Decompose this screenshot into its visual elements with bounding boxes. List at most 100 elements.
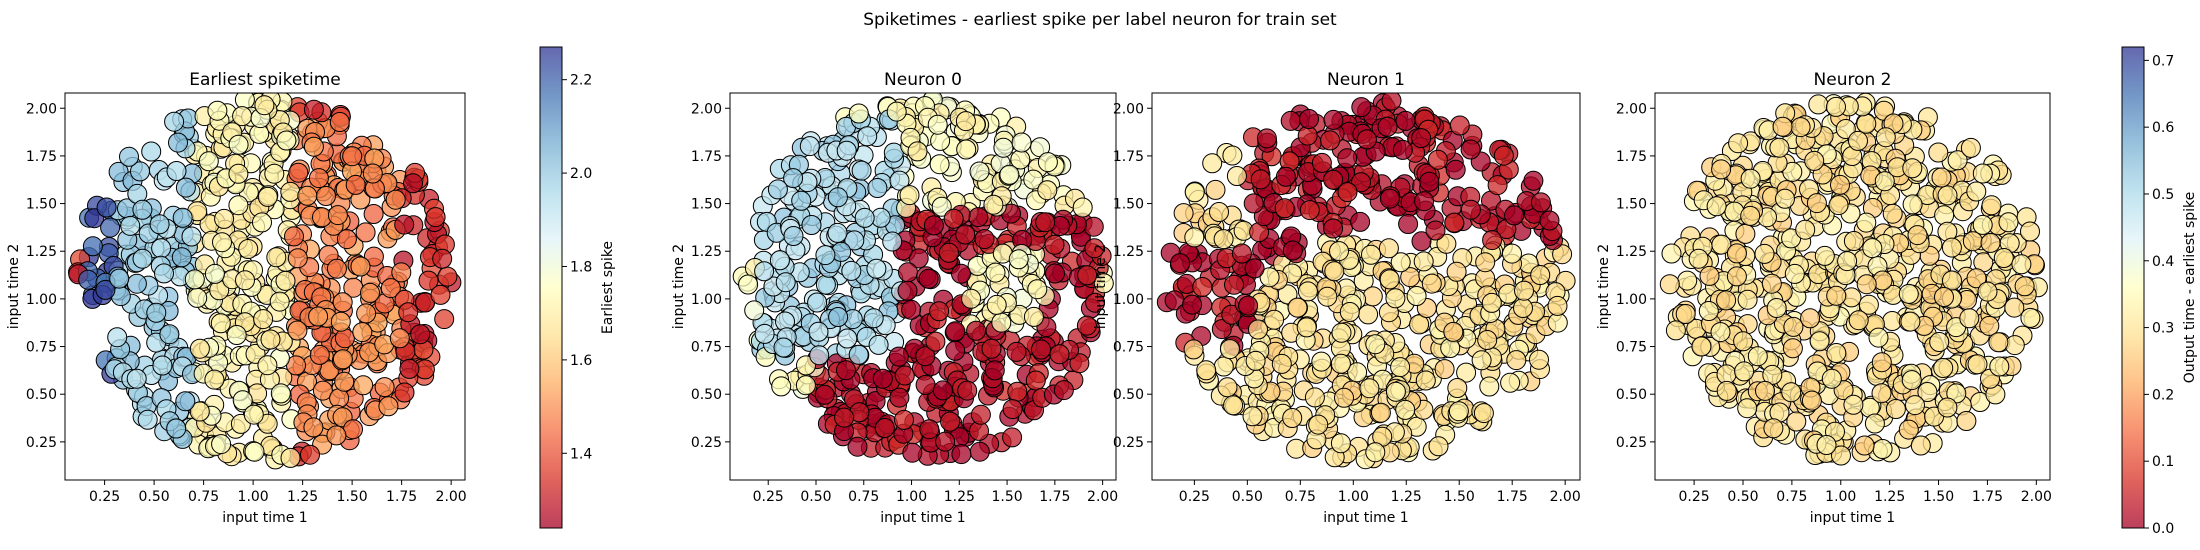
scatter-point (297, 185, 318, 206)
x-tick-label: 1.25 (1874, 489, 1905, 505)
scatter-point (211, 434, 232, 455)
scatter-point (1856, 113, 1877, 134)
scatter-point (363, 204, 384, 224)
scatter-point (1747, 346, 1768, 367)
scatter-point (1529, 349, 1549, 370)
x-tick-label: 0.75 (1285, 489, 1316, 505)
scatter-point (432, 248, 453, 269)
x-tick-label: 0.25 (89, 489, 120, 505)
scatter-point (1351, 172, 1371, 193)
scatter-point (280, 447, 301, 468)
scatter-point (120, 215, 141, 236)
scatter-point (137, 409, 158, 430)
scatter-point (1244, 258, 1265, 279)
y-tick-label: 1.25 (1616, 244, 1647, 260)
scatter-point (773, 337, 794, 358)
scatter-point (1347, 362, 1368, 383)
scatter-point (1988, 332, 2009, 353)
panel-1: 0.25 0.50 0.75 1.00 1.25 1.50 1.75 2.00 0.25 0.50… (671, 70, 1118, 526)
colorbar-tick-label: 0.7 (2152, 53, 2174, 69)
scatter-point (1530, 192, 1551, 213)
scatter-point (107, 327, 128, 348)
scatter-point (1998, 212, 2019, 233)
scatter-point (1875, 127, 1896, 148)
y-axis-label: input time 2 (6, 244, 22, 329)
scatter-point (1329, 241, 1349, 262)
scatter-point (1900, 311, 1921, 332)
scatter-point (1784, 263, 1805, 284)
scatter-point (809, 345, 830, 366)
scatter-point (329, 112, 350, 132)
scatter-point (352, 322, 373, 343)
scatter-point (1006, 341, 1027, 362)
scatter-point (783, 226, 804, 246)
scatter-point (927, 114, 948, 135)
scatter-point (360, 282, 380, 303)
scatter-point (1045, 263, 1065, 284)
scatter-point (207, 100, 228, 121)
scatter-point (1928, 142, 1949, 163)
scatter-point (1324, 261, 1345, 282)
scatter-point (1826, 285, 1847, 306)
panel-title: Neuron 0 (884, 70, 962, 90)
scatter-point (1775, 188, 1795, 209)
scatter-point (175, 391, 196, 412)
scatter-point (398, 302, 419, 323)
scatter-point (204, 369, 225, 390)
scatter-point (1830, 174, 1850, 195)
scatter-point (929, 154, 950, 175)
scatter-point (1297, 281, 1318, 302)
scatter-point (1821, 368, 1842, 389)
y-tick-label: 2.00 (1616, 101, 1647, 117)
x-tick-label: 0.25 (1679, 489, 1710, 505)
scatter-point (1184, 227, 1205, 248)
scatter-point (951, 444, 972, 465)
scatter-point (389, 328, 410, 349)
scatter-point (1809, 331, 1830, 352)
scatter-point (1011, 132, 1032, 153)
scatter-point (1031, 339, 1051, 360)
scatter-point (1677, 270, 1698, 291)
scatter-point (82, 236, 103, 257)
scatter-point (1242, 406, 1263, 427)
y-tick-label: 1.00 (1616, 292, 1647, 308)
scatter-point (1023, 169, 1044, 190)
scatter-point (848, 344, 869, 365)
scatter-point (969, 441, 990, 462)
scatter-point (1447, 378, 1468, 398)
scatter-point (363, 246, 384, 267)
scatter-point (1213, 356, 1234, 377)
scatter-point (1754, 243, 1775, 264)
scatter-point (269, 291, 290, 312)
scatter-point (915, 346, 936, 367)
y-tick-label: 2.00 (26, 101, 57, 117)
scatter-point (1446, 261, 1467, 282)
scatter-point (919, 419, 940, 440)
scatter-point (925, 331, 946, 352)
scatter-point (132, 248, 153, 269)
scatter-point (1356, 129, 1377, 150)
scatter-point (126, 273, 147, 294)
scatter-point (1848, 310, 1869, 331)
scatter-point (1339, 302, 1360, 322)
scatter-point (1502, 243, 1522, 264)
colorbar-frame (539, 46, 563, 529)
x-tick-label: 1.75 (386, 489, 417, 505)
x-tick-label: 1.25 (944, 489, 975, 505)
scatter-point (1379, 269, 1400, 290)
scatter-point (1425, 220, 1446, 241)
scatter-point (984, 360, 1005, 381)
colorbar-0: 1.4 1.6 1.8 2.0 2.2 Earliest spike (539, 46, 616, 529)
scatter-point (1350, 211, 1371, 232)
y-tick-label: 1.75 (26, 149, 57, 165)
scatter-point (991, 312, 1012, 333)
scatter-point (78, 269, 99, 290)
scatter-point (1737, 289, 1758, 310)
y-tick-label: 1.25 (1113, 244, 1144, 260)
scatter-point (791, 190, 812, 211)
scatter-points (68, 93, 462, 470)
x-tick-label: 2.00 (1550, 489, 1581, 505)
scatter-point (308, 306, 329, 327)
scatter-point (126, 368, 147, 389)
